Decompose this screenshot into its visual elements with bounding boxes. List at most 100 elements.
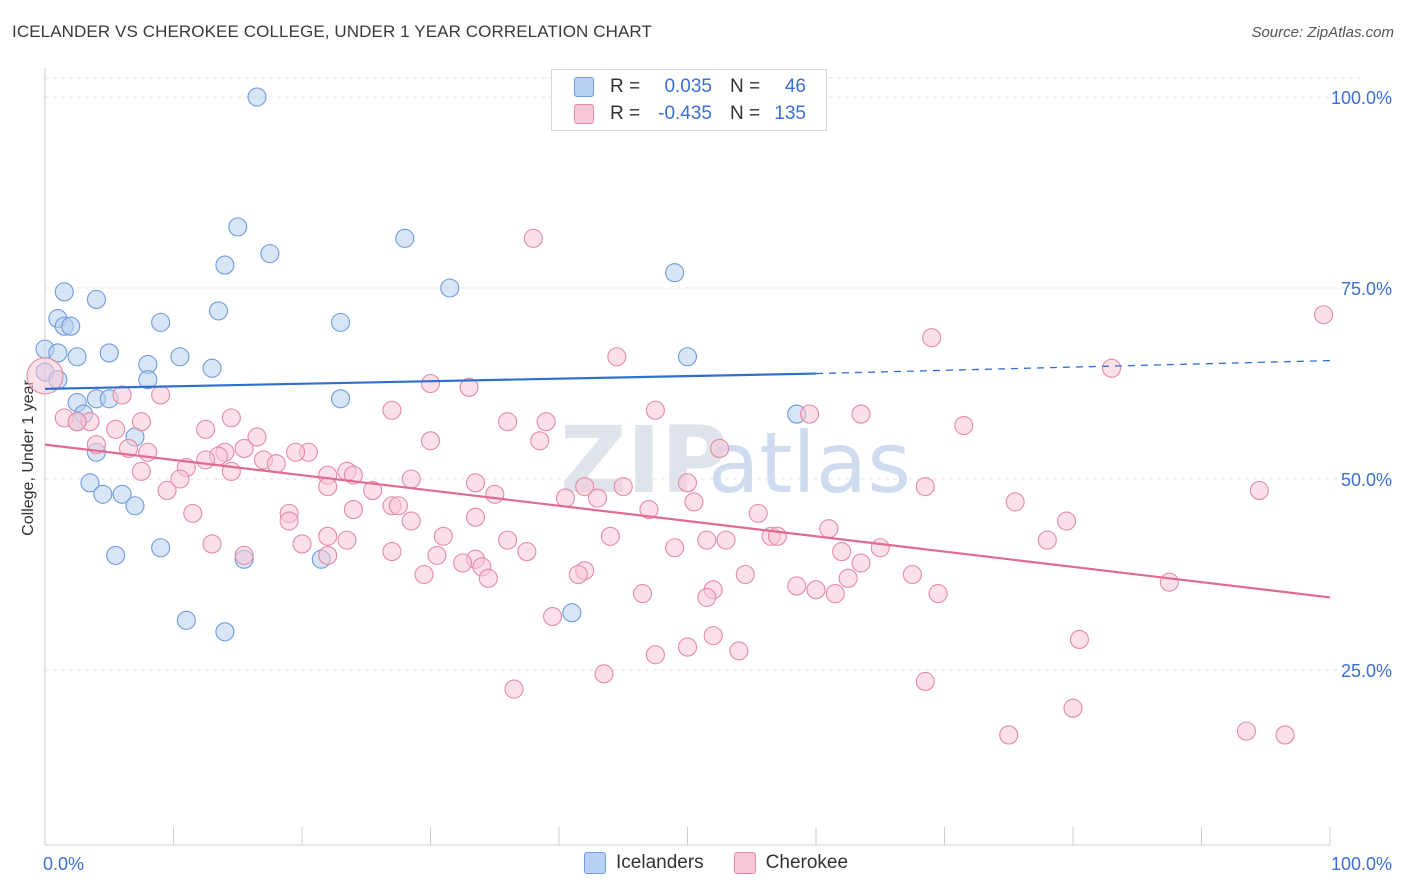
cherokee-point xyxy=(735,564,755,585)
icelanders-point xyxy=(67,347,87,367)
cherokee-point xyxy=(1159,572,1179,592)
icelanders-point xyxy=(247,87,267,107)
cherokee-point xyxy=(318,545,338,565)
cherokee-point xyxy=(465,473,486,493)
legend-row-icelanders: R = 0.035 N = 46 xyxy=(574,75,806,99)
icelanders-point xyxy=(48,343,68,363)
cherokee-swatch xyxy=(733,852,756,874)
cherokee-point xyxy=(1005,492,1025,512)
icelanders-swatch xyxy=(574,77,594,97)
cherokee-point xyxy=(1314,305,1334,325)
cherokee-point xyxy=(247,427,267,447)
cherokee-point xyxy=(343,500,363,520)
cherokee-point xyxy=(382,542,402,562)
icelanders-point xyxy=(99,343,119,363)
cherokee-point xyxy=(517,542,537,562)
icelanders-point xyxy=(202,358,222,378)
cherokee-point xyxy=(234,438,254,458)
icelanders-point xyxy=(440,278,460,298)
cherokee-point xyxy=(183,503,203,523)
cherokee-point xyxy=(710,438,730,458)
cherokee-point xyxy=(915,671,935,692)
icelanders-point xyxy=(170,347,190,367)
icelanders-point xyxy=(112,484,132,504)
cherokee-point xyxy=(498,412,518,432)
cherokee-point xyxy=(363,480,383,501)
cherokee-point xyxy=(106,419,126,439)
y-tick-label: 25.0% xyxy=(1341,661,1392,681)
cherokee-point xyxy=(684,492,704,512)
cherokee-point xyxy=(221,408,241,428)
cherokee-point xyxy=(196,450,216,470)
cherokee-trend-line xyxy=(44,443,1331,599)
icelanders-point xyxy=(260,244,280,264)
cherokee-point xyxy=(279,511,299,531)
cherokee-point xyxy=(1037,530,1057,550)
icelanders-point xyxy=(215,255,235,275)
cherokee-point xyxy=(902,564,922,585)
y-tick-label: 100.0% xyxy=(1331,88,1392,108)
icelanders-point xyxy=(54,282,74,302)
cherokee-point xyxy=(632,584,653,604)
x-tick-label: 0.0% xyxy=(43,854,84,874)
r-value: 0.035 xyxy=(664,76,712,97)
cherokee-point xyxy=(465,507,486,527)
cherokee-point xyxy=(800,404,820,424)
icelanders-point xyxy=(228,217,248,237)
cherokee-point xyxy=(832,542,852,562)
cherokee-point xyxy=(555,488,575,508)
r-value: -0.435 xyxy=(658,103,712,124)
icelanders-point xyxy=(562,603,582,623)
cherokee-point xyxy=(729,641,749,661)
cherokee-point xyxy=(151,385,171,405)
n-value: 46 xyxy=(784,76,806,97)
cherokee-point xyxy=(677,473,698,493)
cherokee-point xyxy=(530,431,550,451)
legend-item-icelanders: Icelanders xyxy=(584,852,704,874)
cherokee-point xyxy=(1069,629,1089,649)
icelanders-point xyxy=(208,301,229,321)
cherokee-point xyxy=(1102,358,1122,378)
cherokee-point xyxy=(453,553,473,573)
cherokee-point xyxy=(1249,480,1269,501)
cherokee-point xyxy=(600,526,620,546)
r-label: R = xyxy=(610,76,641,97)
cherokee-point xyxy=(639,500,659,520)
cherokee-point xyxy=(485,484,505,504)
r-label: R = xyxy=(610,103,641,124)
y-axis-label: College, Under 1 year xyxy=(20,380,37,536)
cherokee-point xyxy=(459,377,479,397)
cherokee-point xyxy=(1063,698,1083,718)
cherokee-point xyxy=(234,545,254,565)
cherokee-point xyxy=(286,442,306,462)
cherokee-point xyxy=(645,645,665,665)
cherokee-point xyxy=(266,454,286,474)
cherokee-point xyxy=(999,725,1019,745)
cherokee-point xyxy=(420,373,441,394)
correlation-legend: R = 0.035 N = 46 R = -0.435 N = 135 xyxy=(551,69,827,131)
n-label: N = xyxy=(730,76,761,97)
x-tick-label: 100.0% xyxy=(1331,854,1392,874)
cherokee-point xyxy=(388,496,408,516)
cherokee-point xyxy=(202,534,222,554)
cherokee-point xyxy=(697,587,717,607)
cherokee-point xyxy=(536,412,556,432)
cherokee-point xyxy=(825,584,845,604)
icelanders-point xyxy=(61,316,81,336)
icelanders-point xyxy=(138,370,158,390)
watermark-atlas: atlas xyxy=(708,414,911,512)
icelanders-point xyxy=(80,473,100,493)
cherokee-point xyxy=(575,477,595,497)
cherokee-point xyxy=(337,530,357,550)
icelanders-point xyxy=(106,545,126,565)
cherokee-point xyxy=(523,228,543,248)
cherokee-point xyxy=(806,580,826,600)
cherokee-point xyxy=(427,545,447,565)
cherokee-point xyxy=(607,347,627,367)
icelanders-point xyxy=(176,610,196,630)
cherokee-point xyxy=(170,469,190,489)
cherokee-point xyxy=(414,564,434,585)
cherokee-point xyxy=(838,568,858,588)
n-value: 135 xyxy=(774,103,806,124)
icelanders-point xyxy=(330,389,351,409)
